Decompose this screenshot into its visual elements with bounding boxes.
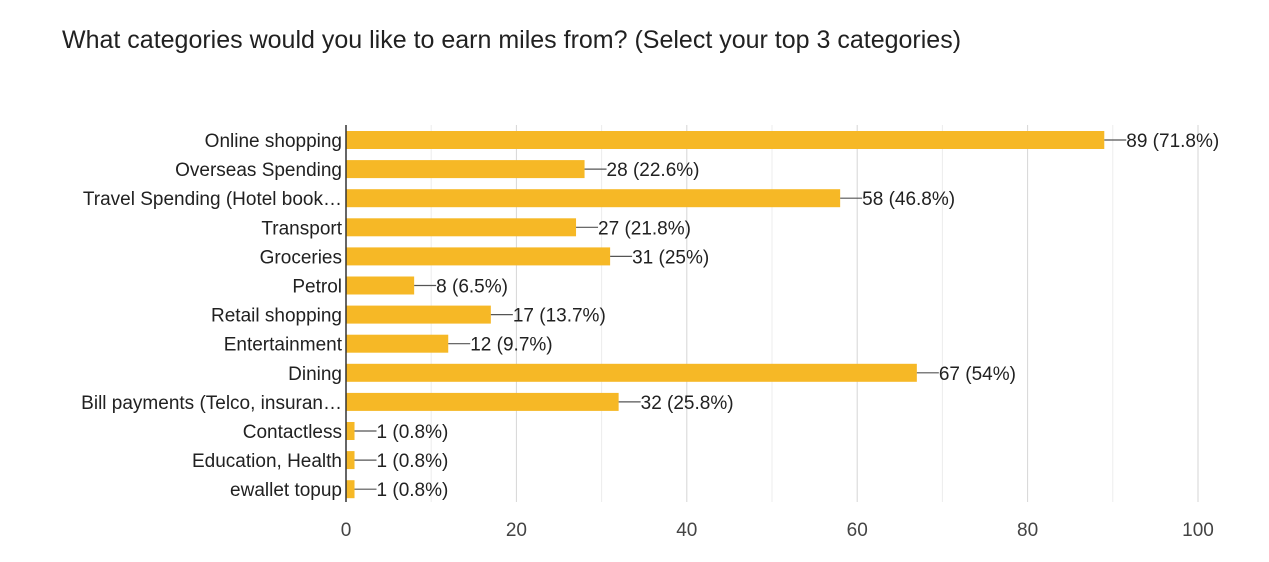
- category-label: Transport: [261, 218, 342, 239]
- category-label: Entertainment: [224, 335, 343, 356]
- data-label: 12 (9.7%): [470, 335, 552, 356]
- category-label: Dining: [288, 364, 342, 385]
- bar: [346, 276, 415, 295]
- category-label: Groceries: [260, 247, 342, 268]
- category-label: ewallet topup: [230, 480, 342, 501]
- category-label: Bill payments (Telco, insuran…: [81, 393, 342, 414]
- category-label: Petrol: [292, 277, 342, 298]
- bar: [346, 334, 449, 353]
- grid-lines: [430, 125, 1199, 502]
- category-label: Education, Health: [192, 451, 342, 472]
- labels: 0 20 40 60 80 100 Online shopping 89 (71.8%) Ove…: [81, 131, 1219, 541]
- bar: [346, 363, 917, 382]
- data-label: 31 (25%): [632, 247, 709, 268]
- x-tick-label: 20: [506, 520, 527, 541]
- bar: [346, 480, 355, 499]
- category-label: Retail shopping: [211, 306, 342, 327]
- data-label: 17 (13.7%): [513, 306, 606, 327]
- bar: [346, 160, 585, 179]
- data-label: 1 (0.8%): [377, 451, 449, 472]
- category-label: Overseas Spending: [175, 160, 342, 181]
- data-label: 89 (71.8%): [1126, 131, 1219, 152]
- x-tick-label: 60: [847, 520, 868, 541]
- category-label: Online shopping: [205, 131, 342, 152]
- bar: [346, 189, 841, 208]
- data-label: 58 (46.8%): [862, 189, 955, 210]
- x-tick-label: 80: [1017, 520, 1038, 541]
- data-label: 67 (54%): [939, 364, 1016, 385]
- bar: [346, 305, 491, 324]
- bar: [346, 422, 355, 440]
- data-label: 8 (6.5%): [436, 277, 508, 298]
- x-tick-label: 100: [1182, 520, 1214, 541]
- data-label: 32 (25.8%): [641, 393, 734, 414]
- leader-lines: [354, 139, 1127, 490]
- x-tick-label: 0: [341, 520, 352, 541]
- bar: [346, 218, 577, 237]
- bar: [346, 451, 355, 470]
- category-label: Travel Spending (Hotel book…: [83, 189, 342, 210]
- bar: [346, 131, 1105, 149]
- data-label: 1 (0.8%): [377, 480, 449, 501]
- bars: [346, 131, 1105, 499]
- bar: [346, 392, 619, 411]
- data-label: 28 (22.6%): [607, 160, 700, 181]
- bar: [346, 247, 611, 266]
- x-tick-label: 40: [676, 520, 697, 541]
- data-label: 1 (0.8%): [377, 422, 449, 443]
- category-label: Contactless: [243, 422, 342, 443]
- data-label: 27 (21.8%): [598, 218, 691, 239]
- chart-title: What categories would you like to earn m…: [62, 26, 962, 54]
